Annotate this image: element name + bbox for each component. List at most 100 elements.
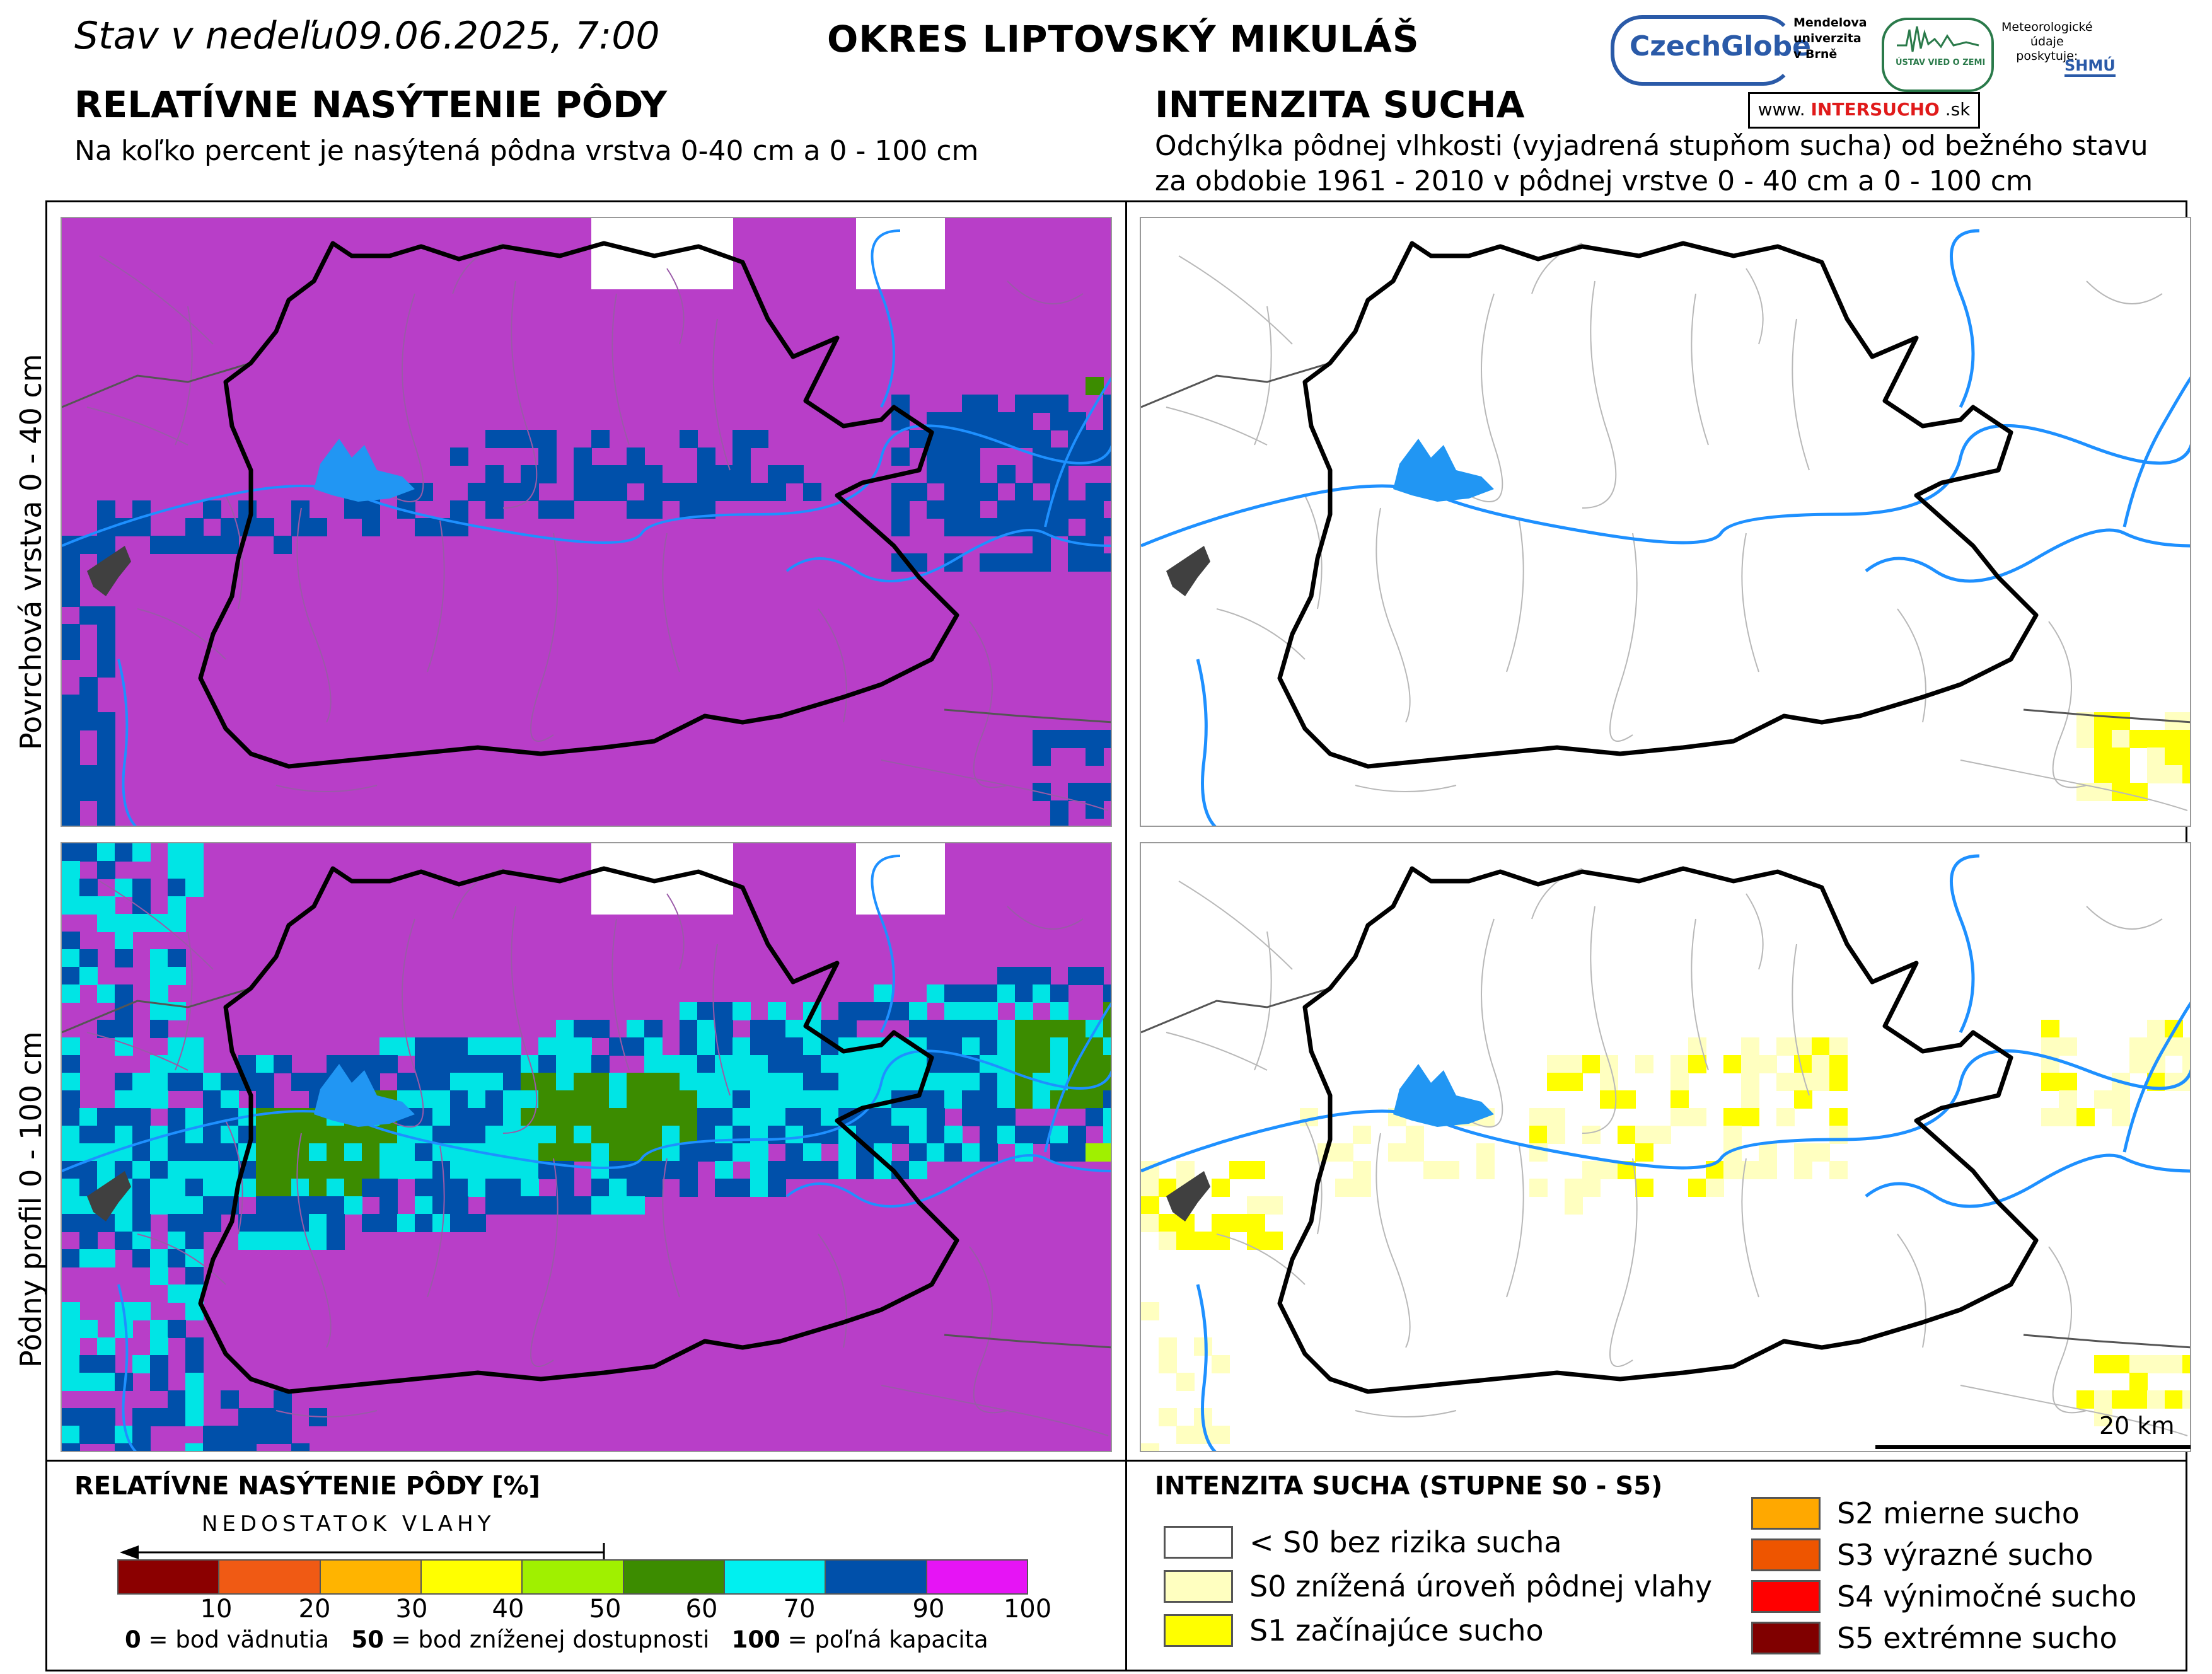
colorbar-tick-100: 100 <box>1003 1595 1052 1624</box>
colorbar-cell-7 <box>826 1561 927 1593</box>
drought-legend-swatch <box>1751 1538 1821 1571</box>
mendel-logo: Mendelova univerzita v Brně <box>1793 15 1875 91</box>
reservoir <box>1166 546 1210 596</box>
drought-legend-swatch <box>1164 1526 1233 1559</box>
state-border-line <box>2023 708 2190 724</box>
drought-legend-item: S2 mierne sucho <box>1751 1496 2080 1530</box>
lake-liptovska-mara <box>1393 439 1494 502</box>
meteo-text: Meteorologické údaje poskytuje: <box>2001 20 2093 64</box>
left-arrow-icon <box>120 1543 605 1562</box>
drought-legend-swatch <box>1751 1622 1821 1654</box>
meteo-line3: poskytuje: <box>2016 49 2078 63</box>
intersucho-main: INTERSUCHO <box>1810 99 1940 120</box>
map-drought-topsoil <box>1140 217 2191 827</box>
intersucho-prefix: www. <box>1757 99 1805 120</box>
reservoir <box>87 1171 131 1221</box>
shmu-logo: SHMÚ <box>2064 57 2116 77</box>
drought-subtitle-line1: Odchýlka pôdnej vlhkosti (vyjadrená stup… <box>1155 130 2148 162</box>
district-title: OKRES LIPTOVSKÝ MIKULÁŠ <box>827 18 1420 61</box>
saturation-legend-title: RELATÍVNE NASÝTENIE PÔDY [%] <box>74 1472 540 1501</box>
map-saturation-profile <box>61 842 1112 1452</box>
colorbar-cell-5 <box>623 1561 725 1593</box>
rivers <box>62 855 1111 1451</box>
saturation-title: RELATÍVNE NASÝTENIE PÔDY <box>74 83 668 126</box>
drought-legend-item: S5 extrémne sucho <box>1751 1621 2117 1655</box>
scale-bar <box>1875 1445 2191 1449</box>
region-border-line <box>62 987 252 1034</box>
district-boundary <box>1277 241 2039 769</box>
region-border-line <box>1141 362 1331 408</box>
saturation-colorbar <box>117 1559 1028 1595</box>
map-background <box>1141 218 2190 826</box>
lake-liptovska-mara <box>1393 1064 1494 1127</box>
drought-legend-label: S2 mierne sucho <box>1837 1496 2080 1530</box>
mendel-line1: Mendelova <box>1793 16 1867 30</box>
region-border-line <box>62 362 252 408</box>
lake-liptovska-mara <box>314 439 415 502</box>
district-boundary <box>198 241 959 769</box>
saturation-cells <box>62 843 1111 1451</box>
saturation-footnote: 0 = bod vädnutia 50 = bod zníženej dostu… <box>125 1626 988 1653</box>
saturation-profile-svg <box>62 843 1111 1451</box>
drought-legend-label: S5 extrémne sucho <box>1837 1621 2117 1655</box>
catchment-lines <box>1166 868 2188 1436</box>
drought-legend-label: S1 začínajúce sucho <box>1249 1613 1544 1648</box>
district-boundary <box>1277 866 2039 1394</box>
drought-legend-label: < S0 bez rizika sucha <box>1249 1525 1562 1559</box>
intersucho-suffix: .sk <box>1945 99 1971 120</box>
footnote-value-50: 50 <box>351 1626 384 1653</box>
czechglobe-text: CzechGlobe <box>1630 30 1811 62</box>
drought-legend-item: S3 výrazné sucho <box>1751 1538 2093 1572</box>
footnote-text-50: = bod zníženej dostupnosti <box>383 1626 710 1653</box>
rivers <box>1141 229 2190 826</box>
drought-legend-item: S1 začínajúce sucho <box>1164 1613 1544 1648</box>
moisture-deficit-label: NEDOSTATOK VLAHY <box>202 1511 495 1537</box>
colorbar-tick-20: 20 <box>298 1595 331 1624</box>
row-label-top: Povrchová vrstva 0 - 40 cm <box>14 354 48 750</box>
logos-strip: CzechGlobe Mendelova univerzita v Brně Ú… <box>1611 11 2140 129</box>
intersucho-link[interactable]: www. INTERSUCHO .sk <box>1748 92 1980 129</box>
drought-legend-label: S4 výnimočné sucho <box>1837 1579 2137 1613</box>
saturation-topsoil-svg <box>62 218 1111 826</box>
drought-profile-svg <box>1141 843 2190 1451</box>
state-border-line <box>944 1334 1111 1349</box>
state-border-line <box>944 708 1111 724</box>
colorbar-tick-50: 50 <box>589 1595 622 1624</box>
reservoir <box>87 546 131 596</box>
saturation-subtitle: Na koľko percent je nasýtená pôdna vrstv… <box>74 135 979 167</box>
drought-legend-label: S0 znížená úroveň pôdnej vlahy <box>1249 1569 1713 1603</box>
catchment-lines <box>86 868 1109 1436</box>
colorbar-cell-8 <box>927 1561 1027 1593</box>
lake-liptovska-mara <box>314 1064 415 1127</box>
colorbar-cell-3 <box>421 1561 523 1593</box>
state-border-line <box>2023 1334 2190 1349</box>
date-label: Stav v nedeľu09.06.2025, 7:00 <box>74 14 660 58</box>
drought-legend-swatch <box>1751 1580 1821 1613</box>
mendel-line2: univerzita <box>1793 32 1862 45</box>
map-saturation-topsoil <box>61 217 1112 827</box>
drought-legend-item: < S0 bez rizika sucha <box>1164 1525 1562 1559</box>
drought-legend-title: INTENZITA SUCHA (STUPNE S0 - S5) <box>1155 1472 1663 1501</box>
map-background <box>1141 843 2190 1451</box>
drought-title: INTENZITA SUCHA <box>1155 83 1525 126</box>
colorbar-tick-70: 70 <box>783 1595 816 1624</box>
ustav-logo: ÚSTAV VIED O ZEMI <box>1882 18 1994 92</box>
czechglobe-logo: CzechGlobe <box>1611 11 1811 87</box>
footnote-value-0: 0 <box>125 1626 141 1653</box>
drought-legend-item: S0 znížená úroveň pôdnej vlahy <box>1164 1569 1712 1603</box>
colorbar-tick-40: 40 <box>492 1595 524 1624</box>
catchment-lines <box>1166 243 2188 811</box>
seismograph-icon <box>1897 26 1979 52</box>
colorbar-tick-60: 60 <box>685 1595 718 1624</box>
drought-subtitle-line2: za obdobie 1961 - 2010 v pôdnej vrstve 0… <box>1155 165 2033 197</box>
ustav-text: ÚSTAV VIED O ZEMI <box>1896 58 1986 67</box>
footnote-text-0: = bod vädnutia <box>141 1626 330 1653</box>
drought-topsoil-svg <box>1141 218 2190 826</box>
colorbar-cell-4 <box>523 1561 624 1593</box>
meteo-line2: údaje <box>2030 35 2064 49</box>
reservoir <box>1166 1171 1210 1221</box>
saturation-cells <box>62 218 1111 826</box>
colorbar-cell-0 <box>119 1561 220 1593</box>
drought-legend-label: S3 výrazné sucho <box>1837 1538 2093 1572</box>
scale-label: 20 km <box>2099 1412 2175 1440</box>
